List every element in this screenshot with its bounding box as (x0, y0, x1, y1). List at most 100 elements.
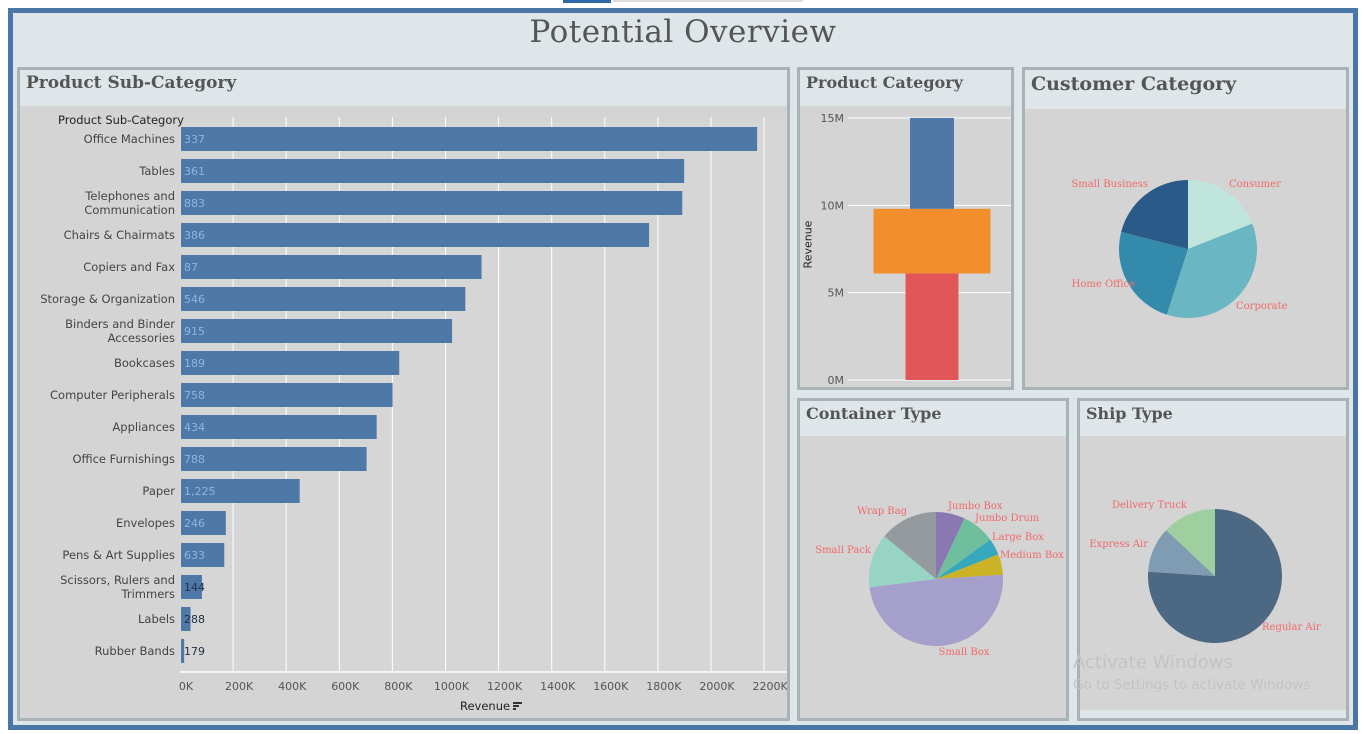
category-label: Office Furnishings (72, 452, 175, 466)
pie-slice[interactable] (1166, 223, 1257, 318)
y-tick-label: 10M (821, 199, 845, 212)
customer-pie-chart[interactable]: Consumer Corporate Home Office Small Busine… (1025, 70, 1346, 387)
bar-segment[interactable] (905, 273, 959, 380)
x-tick-label: 600K (331, 680, 360, 693)
panel-footer (1080, 710, 1346, 718)
bar-data-label: 434 (184, 421, 205, 434)
bar[interactable] (181, 191, 683, 215)
pie-slice[interactable] (1119, 231, 1188, 315)
pie-slice[interactable] (936, 518, 991, 579)
bar-data-label: 788 (184, 453, 205, 466)
x-tick-label: 2000K (699, 680, 735, 693)
bar-data-label: 546 (184, 293, 205, 306)
watermark-subtitle: Go to Settings to activate Windows. (1073, 677, 1315, 693)
subcategory-panel: Product Sub-Category 0K 200K 400K 600K 800K 1… (17, 67, 790, 721)
x-tick-label: 1600K (593, 680, 629, 693)
panel-title: Container Type (806, 404, 942, 423)
bar-data-label: 144 (184, 581, 205, 594)
category-label: Labels (137, 612, 175, 626)
pie-slice-label: Consumer (1229, 179, 1281, 190)
row-header: Product Sub-Category (58, 113, 184, 127)
bar[interactable] (181, 607, 191, 631)
pie-slice-label: Jumbo Drum (974, 513, 1040, 524)
panel-header (800, 70, 1011, 106)
bar-data-label: 246 (184, 517, 205, 530)
bar[interactable] (181, 415, 377, 439)
bar-segment[interactable] (910, 118, 954, 209)
bar[interactable] (181, 543, 225, 567)
pie-slice[interactable] (1188, 180, 1253, 249)
panel-title: Customer Category (1031, 73, 1237, 95)
bar[interactable] (181, 127, 758, 151)
container-panel: Container Type Jumbo Box Jumbo Drum Large … (797, 398, 1069, 721)
bar[interactable] (181, 287, 466, 311)
x-tick-label: 0K (179, 680, 194, 693)
pie-slice[interactable] (1121, 180, 1188, 249)
sheet-tab-active[interactable] (563, 0, 611, 3)
bar[interactable] (181, 255, 482, 279)
panel-header (1025, 70, 1346, 109)
category-label: Office Machines (83, 132, 175, 146)
y-axis-label: Revenue (801, 220, 815, 269)
panel-header (20, 70, 787, 106)
category-label: Tables (139, 164, 175, 178)
pie-slice[interactable] (1166, 509, 1215, 576)
x-tick-label: 1400K (540, 680, 576, 693)
y-tick-label: 5M (828, 287, 845, 300)
category-label: Paper (142, 484, 175, 498)
bar[interactable] (181, 319, 453, 343)
bar[interactable] (181, 511, 226, 535)
category-label: Scissors, Rulers and Trimmers (60, 573, 175, 601)
pie-slice[interactable] (936, 539, 999, 579)
pie-slice[interactable] (869, 536, 936, 588)
bar[interactable] (181, 447, 367, 471)
dashboard-title: Potential Overview (529, 14, 837, 50)
bar-data-label: 633 (184, 549, 205, 562)
category-label: Computer Peripherals (50, 388, 175, 402)
bar[interactable] (181, 223, 650, 247)
pie-slice-label: Wrap Bag (857, 506, 907, 517)
bar[interactable] (181, 639, 185, 663)
ship-pie-chart[interactable]: Regular Air Express Air Delivery Truck (1080, 401, 1346, 718)
x-tick-label: 1000K (434, 680, 470, 693)
category-stacked-bar-chart[interactable]: 0M 5M 10M 15M (800, 70, 1011, 387)
bar-data-label: 1,225 (184, 485, 216, 498)
pie-slice-label: Small Pack (815, 545, 872, 556)
pie-slice[interactable] (869, 574, 1003, 647)
bar[interactable] (181, 575, 202, 599)
category-label: Chairs & Chairmats (63, 228, 175, 242)
bar[interactable] (181, 479, 300, 503)
category-label: Appliances (112, 420, 175, 434)
sheet-tab[interactable] (613, 0, 803, 2)
bar[interactable] (181, 383, 393, 407)
panel-header (1080, 401, 1346, 436)
bar-data-label: 87 (184, 261, 198, 274)
x-tick-label: 200K (225, 680, 254, 693)
x-axis-label: Revenue (460, 699, 511, 713)
bar-data-label: 758 (184, 389, 205, 402)
pie-slice[interactable] (1148, 530, 1215, 576)
pie-slice[interactable] (884, 512, 936, 579)
pie-slice[interactable] (936, 512, 965, 579)
x-tick-label: 400K (278, 680, 307, 693)
x-tick-label: 2200K (752, 680, 787, 693)
bar-data-label: 915 (184, 325, 205, 338)
bar-segment[interactable] (873, 208, 991, 274)
category-label: Envelopes (115, 516, 175, 530)
pie-slice-label: Express Air (1089, 539, 1148, 550)
category-label: Rubber Bands (94, 644, 175, 658)
bar[interactable] (181, 159, 685, 183)
pie-slice-label: Corporate (1236, 301, 1288, 312)
bar[interactable] (181, 351, 400, 375)
pie-slice-label: Large Box (992, 532, 1044, 543)
pie-slice-label: Home Office (1072, 279, 1135, 290)
pie-slice-label: Small Box (939, 647, 990, 658)
pie-slice-label: Medium Box (1000, 550, 1064, 561)
x-tick-label: 800K (384, 680, 413, 693)
pie-slice-label: Delivery Truck (1112, 500, 1188, 511)
bar-data-label: 883 (184, 197, 205, 210)
subcategory-bar-chart[interactable]: 0K 200K 400K 600K 800K 1000K 1200K 1400K 1600K 18… (20, 70, 787, 718)
pie-slice[interactable] (936, 554, 1003, 579)
sort-icon[interactable] (513, 702, 522, 710)
